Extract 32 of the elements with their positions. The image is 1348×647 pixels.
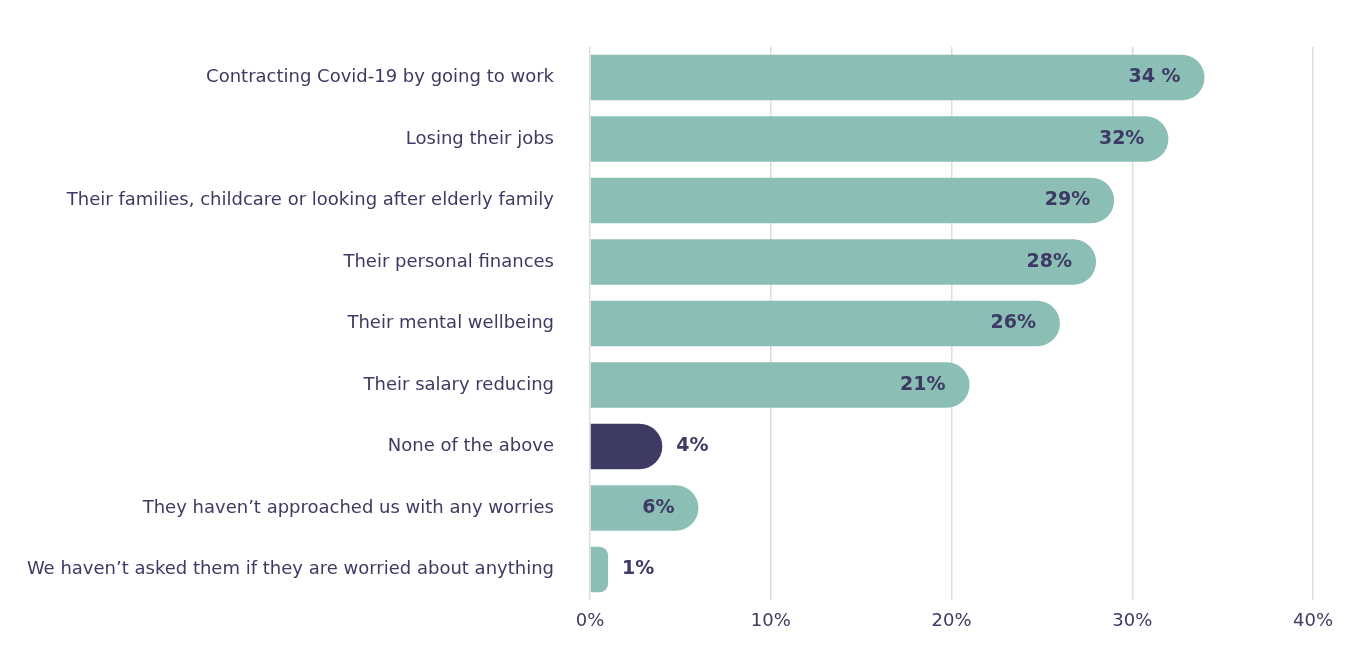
bar — [590, 546, 609, 593]
bar — [590, 239, 1097, 285]
x-tick-label: 30% — [1112, 608, 1153, 630]
data-label: 21% — [900, 371, 946, 394]
y-tick-label: Contracting Covid-19 by going to work — [206, 65, 555, 87]
bar — [590, 177, 1115, 224]
data-label: 32% — [1098, 125, 1145, 148]
y-tick-label: We haven’t asked them if they are worried about anything — [26, 557, 554, 579]
data-label: 26% — [990, 310, 1036, 333]
data-label: 29% — [1044, 187, 1091, 210]
y-tick-label: Their personal finances — [342, 249, 554, 271]
bar — [590, 423, 663, 470]
y-tick-label: Their salary reducing — [362, 372, 554, 394]
bar — [590, 116, 1169, 162]
data-label: 4% — [676, 433, 709, 456]
y-tick-label: They haven’t approached us with any worries — [141, 495, 554, 517]
bar — [590, 362, 970, 408]
data-label: 34 % — [1128, 64, 1181, 87]
y-tick-label: None of the above — [387, 434, 554, 456]
x-tick-label: 40% — [1292, 608, 1334, 630]
x-tick-label: 0% — [575, 608, 605, 630]
data-label: 28% — [1026, 248, 1073, 271]
bar — [590, 300, 1060, 347]
bar — [590, 485, 699, 531]
x-tick-label: 10% — [750, 608, 791, 630]
x-tick-label: 20% — [931, 608, 972, 630]
y-tick-label: Their families, childcare or looking after elderly family — [65, 188, 555, 210]
data-label: 6% — [642, 494, 675, 517]
bar — [590, 54, 1205, 101]
data-label: 1% — [622, 556, 655, 579]
y-tick-label: Their mental wellbeing — [346, 311, 554, 333]
y-tick-label: Losing their jobs — [405, 126, 554, 148]
